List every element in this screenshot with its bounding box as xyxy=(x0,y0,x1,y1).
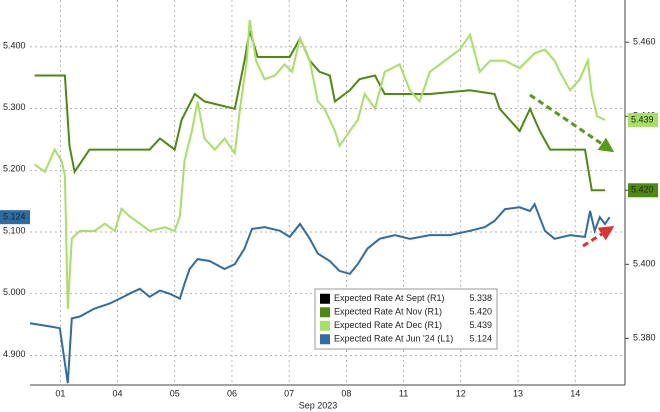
x-tick-label: 04 xyxy=(113,388,123,398)
last-value-label: 5.439 xyxy=(631,114,654,124)
x-tick-label: 11 xyxy=(399,388,408,398)
legend-swatch xyxy=(320,334,330,345)
last-value-box xyxy=(0,210,30,225)
last-value-box xyxy=(628,112,658,127)
legend-value: 5.420 xyxy=(469,307,492,317)
trend-arrow xyxy=(529,93,615,153)
x-tick-label: 06 xyxy=(227,388,237,398)
legend-value: 5.124 xyxy=(469,334,492,344)
y-tick-label: 5.400 xyxy=(3,40,26,50)
legend-box xyxy=(314,288,498,350)
last-value-label: 5.420 xyxy=(631,185,654,195)
y-tick-label: 4.900 xyxy=(3,349,26,359)
x-tick-label: 07 xyxy=(284,388,294,398)
legend: Expected Rate At Sept (R1) 5.338 Expected … xyxy=(314,288,498,350)
y2-tick-label: 5.460 xyxy=(633,37,656,47)
x-tick-label: 13 xyxy=(513,388,523,398)
x-tick-label: 12 xyxy=(456,388,466,398)
legend-label: Expected Rate At Sept (R1) xyxy=(334,293,445,303)
last-value-box xyxy=(628,183,658,198)
legend-label: Expected Rate At Nov (R1) xyxy=(334,307,442,317)
x-tick-label: 08 xyxy=(341,388,351,398)
legend-value: 5.338 xyxy=(469,293,492,303)
x-tick-label: 05 xyxy=(170,388,180,398)
series-line xyxy=(29,202,611,384)
legend-swatch xyxy=(320,293,330,304)
legend-label: Expected Rate At Jun '24 (L1) xyxy=(334,334,453,344)
legend-swatch xyxy=(320,320,330,331)
series-line xyxy=(34,30,605,192)
legend-label: Expected Rate At Dec (R1) xyxy=(334,320,442,330)
x-tick-label: 14 xyxy=(570,388,580,398)
y-tick-label: 5.200 xyxy=(3,164,26,174)
y2-tick-label: 5.380 xyxy=(633,333,656,343)
y-tick-label: 5.100 xyxy=(3,225,26,235)
y-tick-label: 5.300 xyxy=(3,102,26,112)
y-tick-label: 5.000 xyxy=(3,287,26,297)
legend-swatch xyxy=(320,307,330,318)
lines xyxy=(29,19,611,384)
series-line xyxy=(34,19,606,309)
legend-value: 5.439 xyxy=(469,320,492,330)
x-tick-label: 01 xyxy=(55,388,65,398)
last-value-label: 5.124 xyxy=(3,212,26,222)
x-axis-label: Sep 2023 xyxy=(299,400,338,410)
trend-arrow xyxy=(582,225,615,248)
y2-tick-label: 5.400 xyxy=(633,259,656,269)
